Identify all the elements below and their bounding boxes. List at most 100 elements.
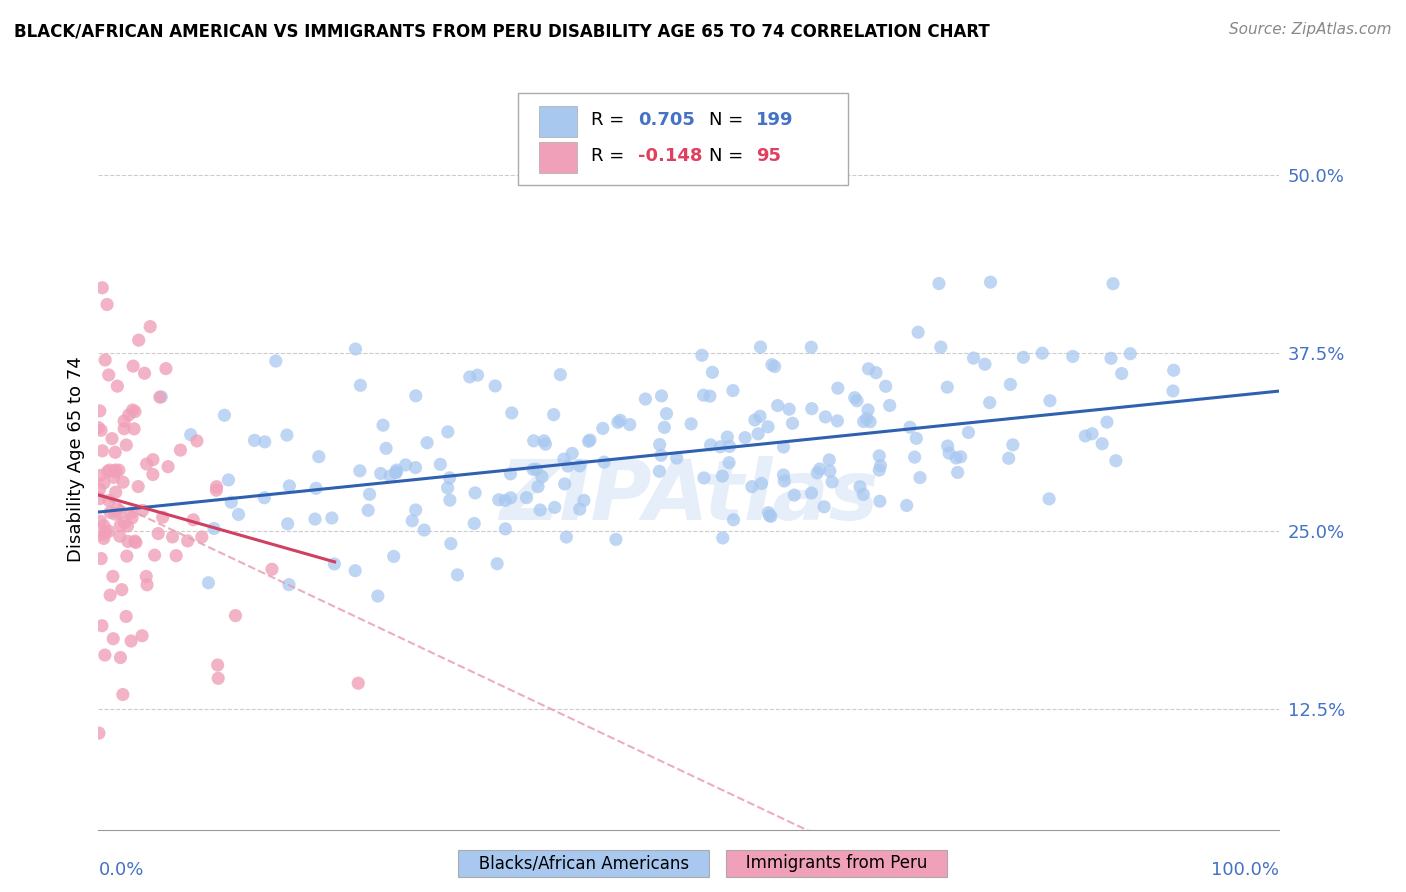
Point — [277, 516, 299, 531]
FancyBboxPatch shape — [538, 106, 576, 137]
Text: N =: N = — [709, 147, 749, 165]
Point — [439, 493, 461, 508]
Point — [709, 440, 731, 454]
Point — [821, 475, 844, 489]
Point — [349, 378, 371, 392]
Text: R =: R = — [591, 147, 630, 165]
Point — [759, 509, 782, 524]
Point — [243, 434, 266, 448]
Point — [93, 532, 115, 546]
Point — [818, 464, 841, 478]
Point — [846, 393, 869, 408]
Point — [91, 281, 114, 295]
Point — [401, 514, 423, 528]
Point — [94, 524, 117, 539]
Point — [205, 483, 228, 498]
Point — [879, 399, 901, 413]
Point — [957, 425, 980, 440]
Point — [1039, 393, 1062, 408]
Point — [101, 569, 124, 583]
Point — [413, 523, 436, 537]
Point — [499, 467, 522, 481]
Point — [97, 368, 120, 382]
Point — [938, 446, 960, 460]
Point — [744, 413, 766, 427]
Point — [148, 526, 170, 541]
Point — [98, 524, 121, 539]
Point — [553, 452, 575, 467]
Point — [371, 418, 394, 433]
Point — [905, 431, 928, 445]
Point — [157, 459, 180, 474]
Point — [278, 577, 301, 591]
Point — [772, 468, 794, 483]
Point — [568, 458, 591, 473]
Point — [555, 530, 578, 544]
Point — [105, 501, 128, 516]
Point — [440, 536, 463, 550]
Point — [323, 557, 346, 571]
Point — [494, 493, 516, 508]
Point — [349, 464, 371, 478]
FancyBboxPatch shape — [517, 93, 848, 186]
Point — [197, 575, 219, 590]
Point — [104, 445, 127, 459]
Point — [606, 415, 628, 429]
Point — [108, 463, 131, 477]
Point — [375, 442, 398, 456]
Point — [869, 458, 891, 473]
Point — [494, 522, 516, 536]
Point — [527, 480, 550, 494]
Point — [869, 494, 891, 508]
Point — [134, 366, 156, 380]
Point — [1091, 436, 1114, 450]
Point — [751, 476, 773, 491]
FancyBboxPatch shape — [538, 142, 576, 173]
Point — [191, 530, 214, 544]
Point — [89, 482, 111, 496]
Point — [416, 435, 439, 450]
Point — [115, 549, 138, 563]
Point — [90, 468, 112, 483]
Point — [110, 650, 132, 665]
Point — [91, 618, 114, 632]
Point — [98, 505, 121, 519]
Point — [114, 516, 136, 530]
Point — [278, 479, 301, 493]
Point — [202, 521, 225, 535]
Point — [593, 455, 616, 469]
Point — [1031, 346, 1053, 360]
Point — [108, 529, 131, 543]
Point — [121, 403, 143, 417]
Y-axis label: Disability Age 65 to 74: Disability Age 65 to 74 — [66, 357, 84, 562]
Point — [515, 491, 537, 505]
Point — [928, 277, 950, 291]
Point — [429, 458, 451, 472]
Point — [115, 609, 138, 624]
Text: 100.0%: 100.0% — [1212, 861, 1279, 879]
Point — [699, 389, 721, 403]
Point — [800, 486, 823, 500]
Point — [844, 391, 866, 405]
Point — [806, 466, 828, 480]
Point — [681, 417, 703, 431]
Point — [907, 325, 929, 339]
Point — [650, 448, 672, 462]
Point — [321, 511, 343, 525]
Point — [868, 449, 890, 463]
Point — [758, 508, 780, 523]
Point — [814, 409, 837, 424]
Point — [115, 438, 138, 452]
Point — [1012, 351, 1035, 365]
Point — [131, 629, 153, 643]
Point — [169, 443, 191, 458]
Point — [741, 480, 763, 494]
Point — [395, 458, 418, 472]
Point — [856, 403, 879, 417]
Point — [467, 368, 489, 383]
Point — [91, 443, 114, 458]
Point — [949, 450, 972, 464]
Text: 0.0%: 0.0% — [98, 861, 143, 879]
Point — [120, 506, 142, 520]
Text: ZIPAtlas: ZIPAtlas — [499, 456, 879, 537]
